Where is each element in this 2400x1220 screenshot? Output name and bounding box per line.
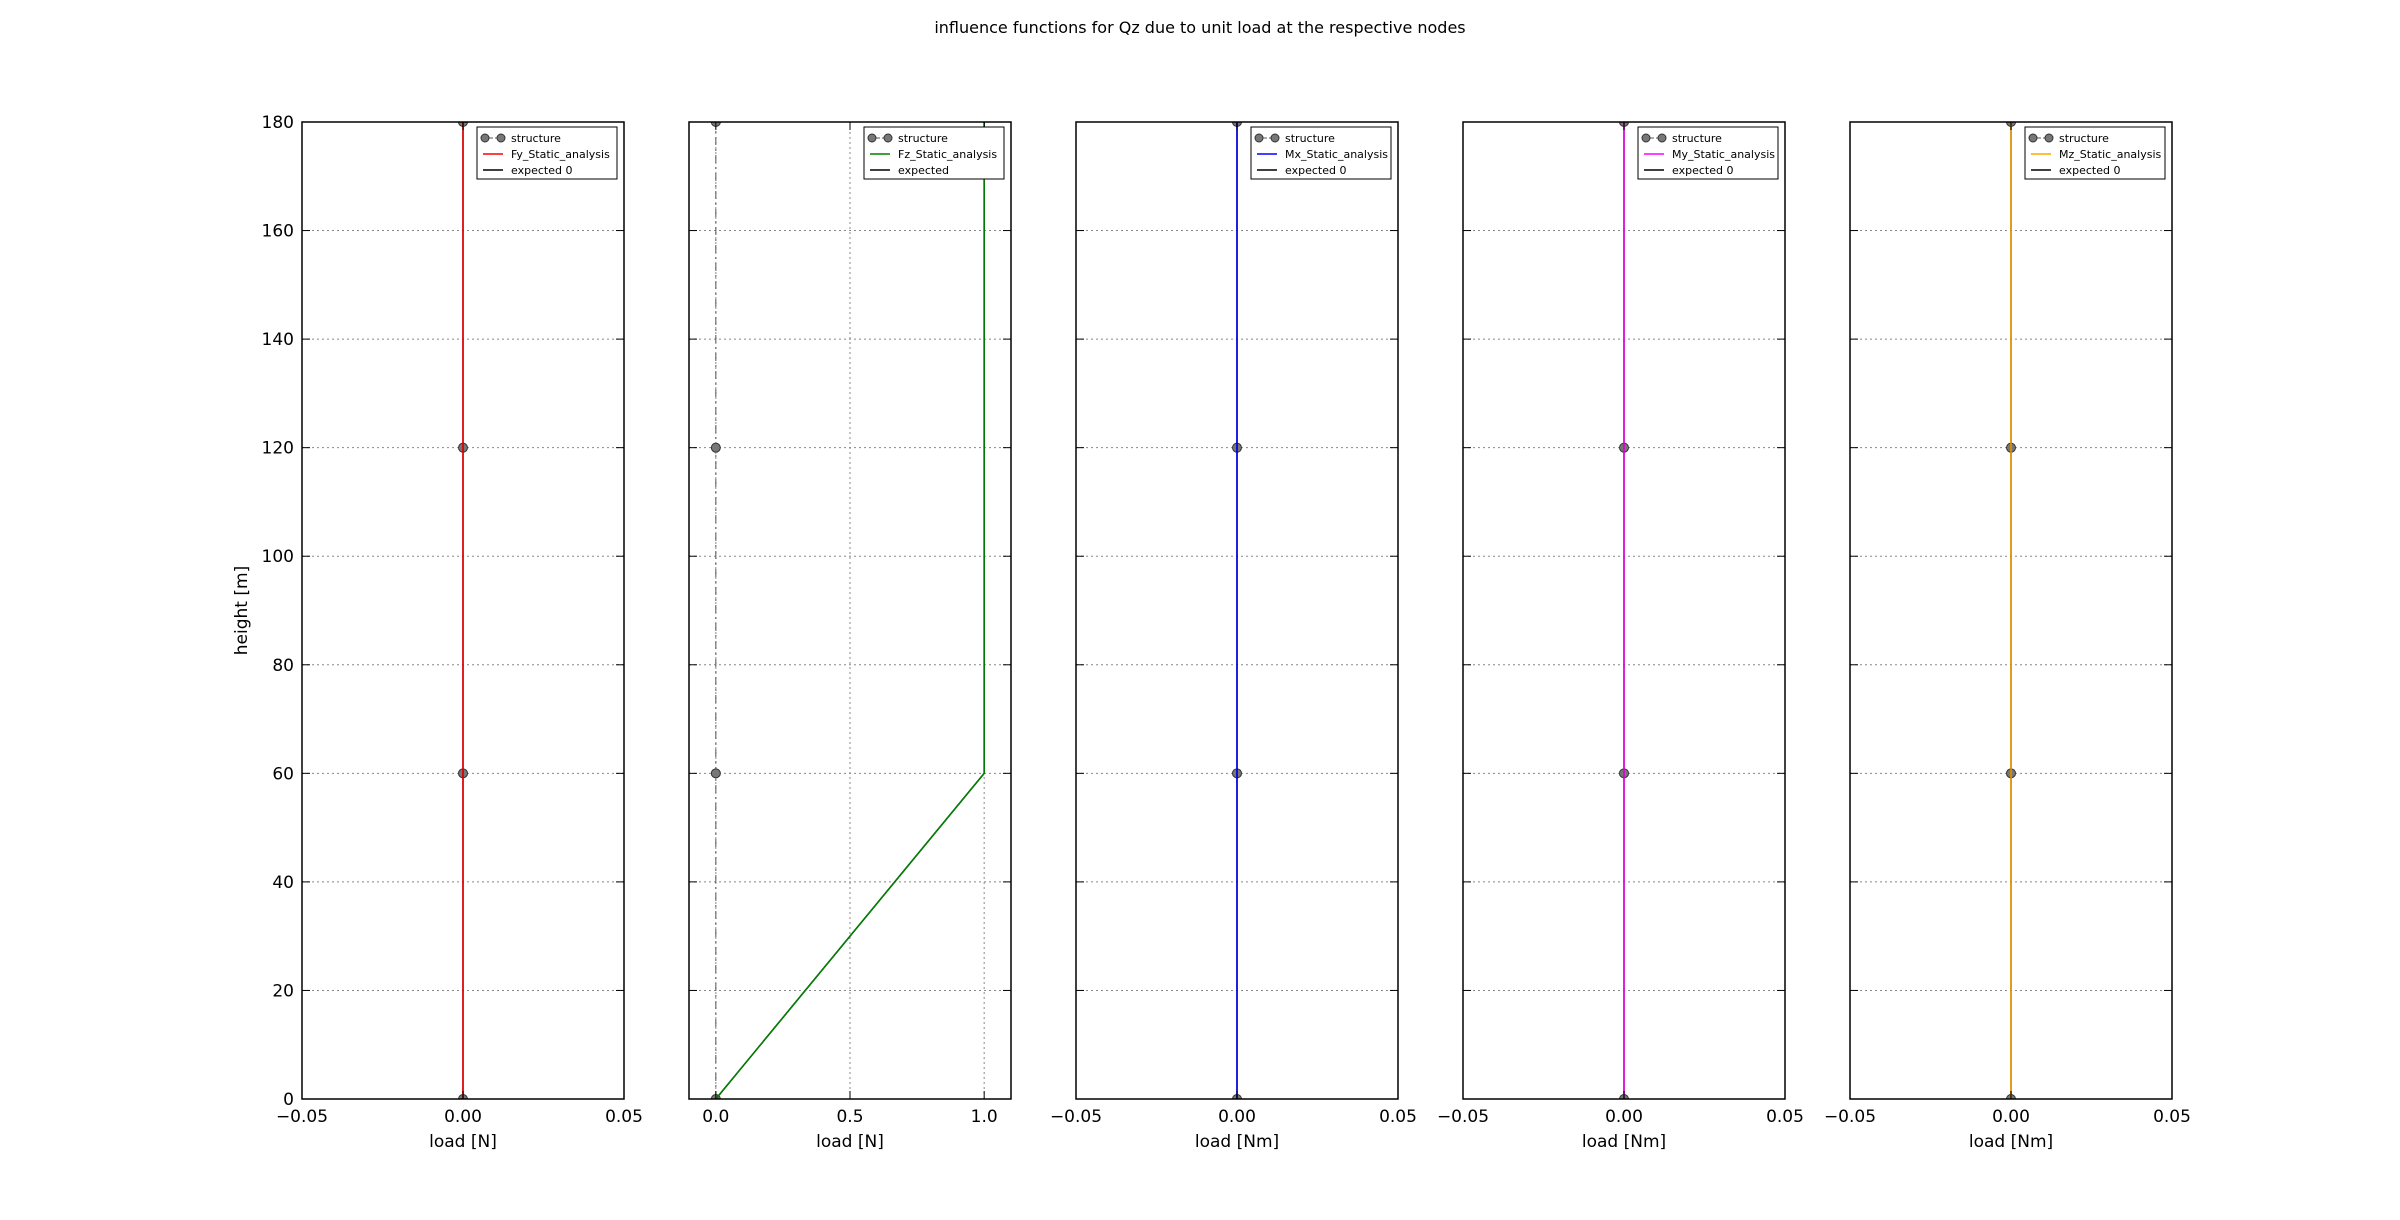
legend-label: My_Static_analysis bbox=[1672, 148, 1775, 161]
legend-label: expected 0 bbox=[2059, 164, 2120, 177]
legend-structure-marker bbox=[496, 133, 506, 143]
x-axis-label: load [N] bbox=[429, 1132, 497, 1152]
y-tick-label: 140 bbox=[262, 330, 294, 350]
legend-label: Mz_Static_analysis bbox=[2059, 148, 2162, 161]
x-tick-label: 0.05 bbox=[1766, 1107, 1804, 1127]
x-tick-label: 1.0 bbox=[971, 1107, 998, 1127]
legend-structure-marker bbox=[2028, 133, 2038, 143]
series-group bbox=[1232, 122, 1242, 1099]
x-tick-label: 0.00 bbox=[444, 1107, 482, 1127]
series-group bbox=[710, 122, 985, 1099]
legend: structure My_Static_analysis expected 0 bbox=[1637, 126, 1779, 180]
x-tick-label: −0.05 bbox=[1437, 1107, 1489, 1127]
series-group bbox=[458, 122, 468, 1099]
legend-label: structure bbox=[2059, 132, 2109, 145]
y-tick-label: 180 bbox=[262, 113, 294, 133]
legend: structure Mz_Static_analysis expected 0 bbox=[2024, 126, 2166, 180]
subplot-1: 0 20 40 60 80 100 120 140 160 180 −0.05 0.00 0.05 loa… bbox=[232, 113, 643, 1152]
x-tick-label: 0.00 bbox=[1605, 1107, 1643, 1127]
x-axis-label: load [Nm] bbox=[1969, 1132, 2053, 1152]
legend-label: expected bbox=[898, 164, 949, 177]
y-tick-label: 40 bbox=[272, 873, 294, 893]
structure-node-marker bbox=[710, 768, 721, 779]
x-axis-label: load [Nm] bbox=[1195, 1132, 1279, 1152]
x-tick-label: 0.05 bbox=[605, 1107, 643, 1127]
structure-node-marker bbox=[710, 442, 721, 453]
legend-structure-marker bbox=[1254, 133, 1264, 143]
legend-label: expected 0 bbox=[1672, 164, 1733, 177]
x-tick-label: −0.05 bbox=[1050, 1107, 1102, 1127]
x-tick-label: 0.00 bbox=[1992, 1107, 2030, 1127]
legend-structure-marker bbox=[1641, 133, 1651, 143]
subplot-5: −0.05 0.00 0.05 load [Nm] structure Mz_Static… bbox=[1824, 121, 2191, 1152]
legend: structure Fz_Static_analysis expected bbox=[863, 126, 1005, 180]
y-tick-label: 0 bbox=[283, 1090, 294, 1110]
legend-label: Mx_Static_analysis bbox=[1285, 148, 1388, 161]
x-tick-label: 0.0 bbox=[702, 1107, 729, 1127]
legend-label: expected 0 bbox=[1285, 164, 1346, 177]
y-tick-label: 100 bbox=[262, 547, 294, 567]
legend-label: structure bbox=[511, 132, 561, 145]
legend-structure-marker bbox=[480, 133, 490, 143]
legend-label: Fy_Static_analysis bbox=[511, 148, 610, 161]
legend-label: structure bbox=[898, 132, 948, 145]
y-tick-label: 120 bbox=[262, 439, 294, 459]
legend-structure-marker bbox=[883, 133, 893, 143]
series-group bbox=[2006, 122, 2016, 1099]
static-analysis-line bbox=[715, 122, 985, 1099]
x-tick-label: −0.05 bbox=[276, 1107, 328, 1127]
x-axis-label: load [Nm] bbox=[1582, 1132, 1666, 1152]
series-group bbox=[1619, 122, 1629, 1099]
y-tick-label: 80 bbox=[272, 656, 294, 676]
x-tick-label: 0.05 bbox=[1379, 1107, 1417, 1127]
subplot-3: −0.05 0.00 0.05 load [Nm] structure Mx_Static… bbox=[1050, 121, 1417, 1152]
legend: structure Mx_Static_analysis expected 0 bbox=[1250, 126, 1392, 180]
legend-label: structure bbox=[1285, 132, 1335, 145]
legend-label: structure bbox=[1672, 132, 1722, 145]
y-tick-label: 160 bbox=[262, 222, 294, 242]
legend-structure-marker bbox=[867, 133, 877, 143]
legend-structure-marker bbox=[1270, 133, 1280, 143]
x-tick-label: 0.00 bbox=[1218, 1107, 1256, 1127]
legend-label: expected 0 bbox=[511, 164, 572, 177]
legend-structure-marker bbox=[2044, 133, 2054, 143]
y-tick-label: 20 bbox=[272, 981, 294, 1001]
y-tick-label: 60 bbox=[272, 764, 294, 784]
x-tick-label: −0.05 bbox=[1824, 1107, 1876, 1127]
subplot-2: 0.0 0.5 1.0 load [N] structure Fz_Static_anal… bbox=[688, 121, 1012, 1152]
legend-structure-marker bbox=[1657, 133, 1667, 143]
x-axis-label: load [N] bbox=[816, 1132, 884, 1152]
y-axis-label: height [m] bbox=[232, 566, 252, 655]
figure-title: influence functions for Qz due to unit l… bbox=[934, 18, 1466, 37]
x-tick-label: 0.05 bbox=[2153, 1107, 2191, 1127]
legend: structure Fy_Static_analysis expected 0 bbox=[476, 126, 618, 180]
subplot-4: −0.05 0.00 0.05 load [Nm] structure My_Static… bbox=[1437, 121, 1804, 1152]
legend-label: Fz_Static_analysis bbox=[898, 148, 997, 161]
x-tick-label: 0.5 bbox=[836, 1107, 863, 1127]
